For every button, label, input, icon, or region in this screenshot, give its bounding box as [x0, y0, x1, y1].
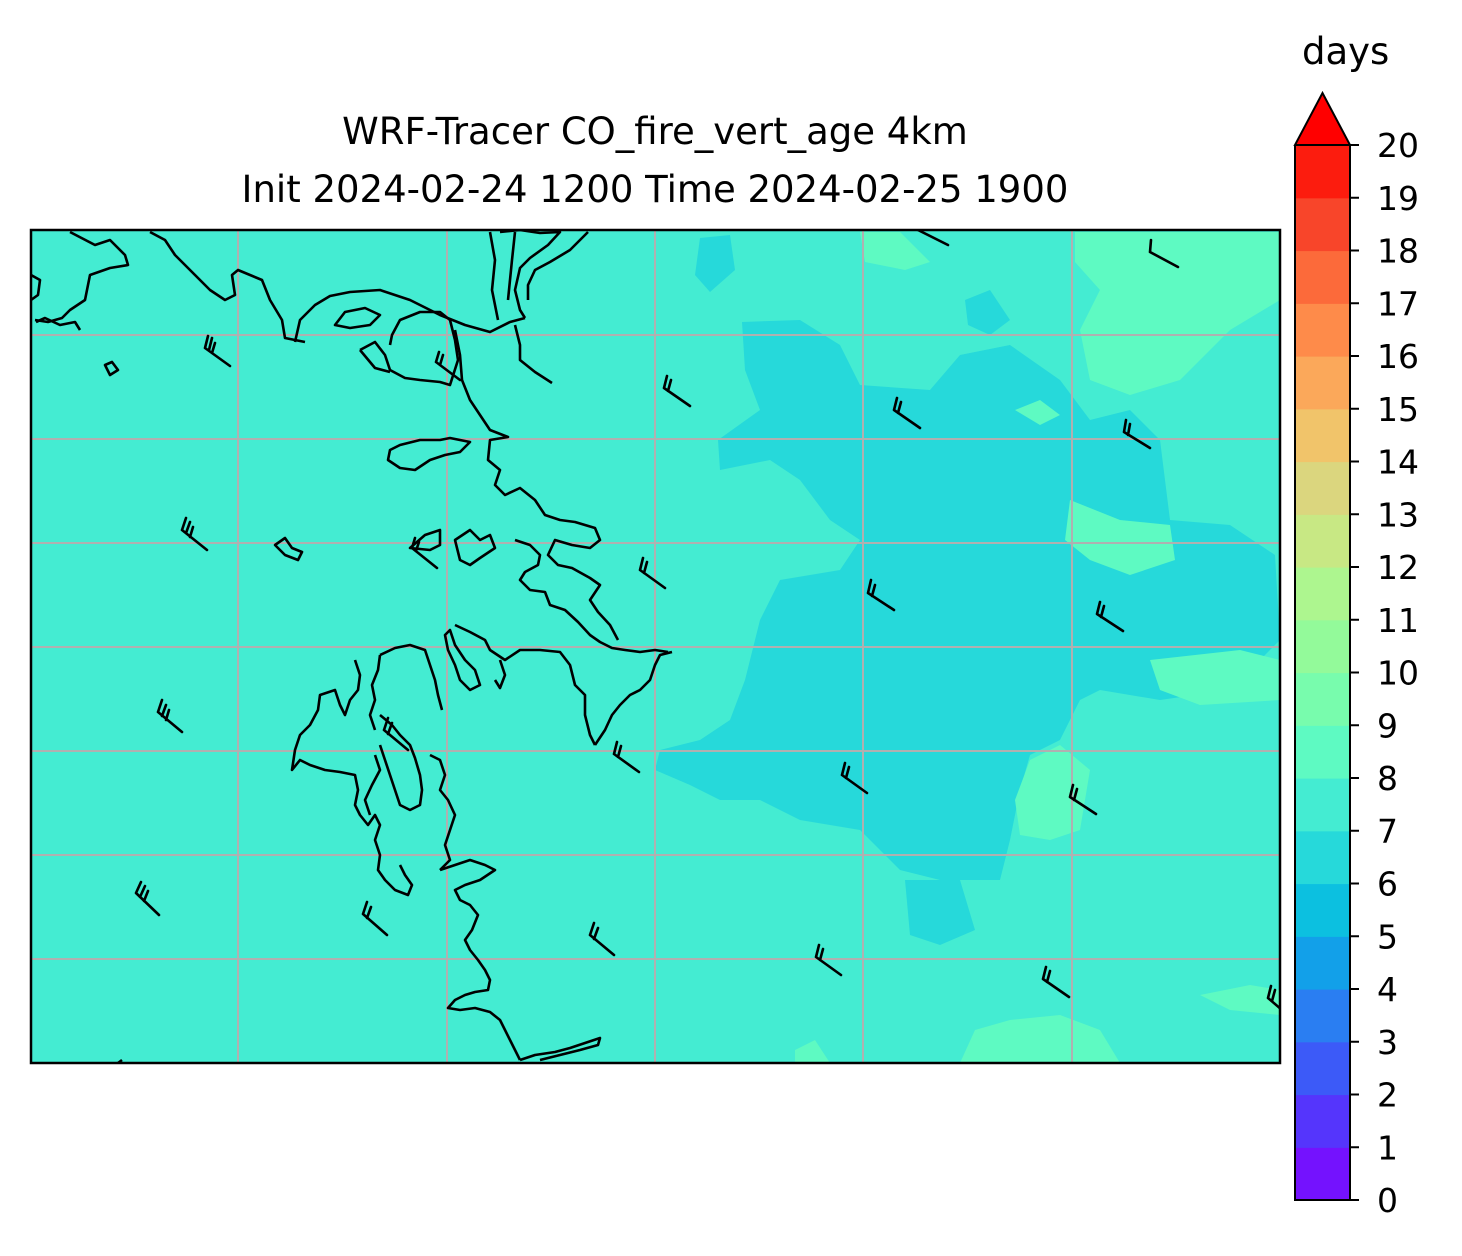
field-region-high-ne2	[1075, 232, 1280, 395]
colorbar-tick-label: 3	[1377, 1023, 1398, 1062]
wind-barb	[434, 350, 462, 382]
wind-barb	[866, 578, 896, 612]
wind-barb	[361, 900, 389, 937]
map-panel	[31, 230, 1280, 1063]
colorbar-swatch	[1295, 989, 1350, 1043]
colorbar-tick-label: 8	[1377, 759, 1398, 798]
colorbar-swatch	[1295, 461, 1350, 515]
colorbar-tick-label: 17	[1377, 284, 1419, 323]
colorbar-swatch	[1295, 514, 1350, 568]
field-region-high-s	[960, 1015, 1120, 1063]
colorbar-tick-label: 1	[1377, 1128, 1398, 1167]
colorbar-swatch	[1295, 672, 1350, 726]
wind-barb	[662, 374, 692, 408]
colorbar-tick-label: 4	[1377, 970, 1398, 1009]
field-region-high-s3	[795, 1040, 830, 1063]
wind-barb	[612, 740, 641, 774]
colorbar-tick-label: 11	[1377, 601, 1419, 640]
colorbar-tick-label: 15	[1377, 390, 1419, 429]
field-region-high-s2	[1200, 985, 1280, 1015]
colorbar-tick-label: 7	[1377, 812, 1398, 851]
colorbar-swatch	[1295, 778, 1350, 832]
colorbar-swatch	[1295, 356, 1350, 410]
chart-title-line2: Init 2024-02-24 1200 Time 2024-02-25 190…	[241, 168, 1069, 211]
colorbar-swatch	[1295, 197, 1350, 252]
wind-barb	[134, 880, 161, 917]
colorbar-swatch	[1295, 936, 1350, 990]
colorbar-tick-label: 12	[1377, 548, 1419, 587]
field-region-low-2	[905, 880, 975, 945]
colorbar-tick-label: 9	[1377, 706, 1398, 745]
chart-title-line1: WRF-Tracer CO_fire_vert_age 4km	[342, 110, 968, 153]
gridlines	[31, 230, 1280, 1063]
wind-barbs	[134, 230, 1280, 1010]
colorbar-tick-label: 16	[1377, 337, 1419, 376]
wind-barb	[840, 761, 869, 795]
colorbar-swatch	[1295, 1147, 1350, 1201]
colorbar-swatch	[1295, 830, 1350, 885]
colorbar-swatch	[1295, 250, 1350, 304]
wind-barb	[588, 921, 616, 957]
wind-barb	[1068, 783, 1098, 816]
colorbar-tick-label: 19	[1377, 179, 1419, 218]
colorbar-tick-label: 0	[1377, 1181, 1398, 1220]
field-region-high-ne	[860, 232, 930, 270]
colorbar-tick-label: 2	[1377, 1076, 1398, 1115]
colorbar-tick-label: 14	[1377, 443, 1419, 482]
wind-barb	[1095, 600, 1125, 633]
colorbar-tick-label: 5	[1377, 917, 1398, 956]
field-region-low-3	[695, 235, 735, 292]
colorbar-tick-label: 20	[1377, 126, 1419, 165]
colorbar-swatch	[1295, 303, 1350, 357]
wind-barb	[916, 230, 950, 247]
colorbar-tick-label: 18	[1377, 232, 1419, 271]
colorbar-swatch	[1295, 883, 1350, 937]
wind-barb	[1148, 238, 1180, 269]
wind-barb	[382, 716, 410, 752]
colorbar-swatch	[1295, 619, 1350, 674]
wind-barb	[1122, 418, 1152, 450]
colorbar-swatch	[1295, 145, 1350, 199]
wind-barb	[638, 556, 667, 590]
colorbar-swatch	[1295, 408, 1350, 463]
wind-barb	[410, 536, 439, 570]
field-region-high-e	[1015, 400, 1060, 425]
wind-barb	[892, 396, 922, 430]
field-region-high-mid	[1065, 500, 1175, 575]
colorbar-label: days	[1302, 30, 1390, 73]
field-region-high-e2	[1150, 650, 1280, 705]
coastlines	[31, 230, 673, 1063]
colorbar-swatch	[1295, 567, 1350, 621]
wind-barb	[1041, 965, 1071, 999]
colorbar-tick-label: 13	[1377, 495, 1419, 534]
wind-barb	[180, 516, 209, 552]
map-frame	[29, 228, 1282, 1065]
colorbar-tick-label: 6	[1377, 865, 1398, 904]
colorbar-swatch	[1295, 725, 1350, 779]
field-region-low	[655, 320, 1280, 880]
field-region-low-4	[965, 290, 1010, 335]
wind-barb	[156, 698, 184, 734]
colorbar-swatch	[1295, 1094, 1350, 1148]
colorbar-extend-arrow	[1293, 90, 1352, 146]
colorbar-swatch	[1295, 1041, 1350, 1096]
colorbar-tick-label: 10	[1377, 654, 1419, 693]
wind-barb	[203, 334, 232, 368]
wind-barb	[814, 943, 843, 977]
